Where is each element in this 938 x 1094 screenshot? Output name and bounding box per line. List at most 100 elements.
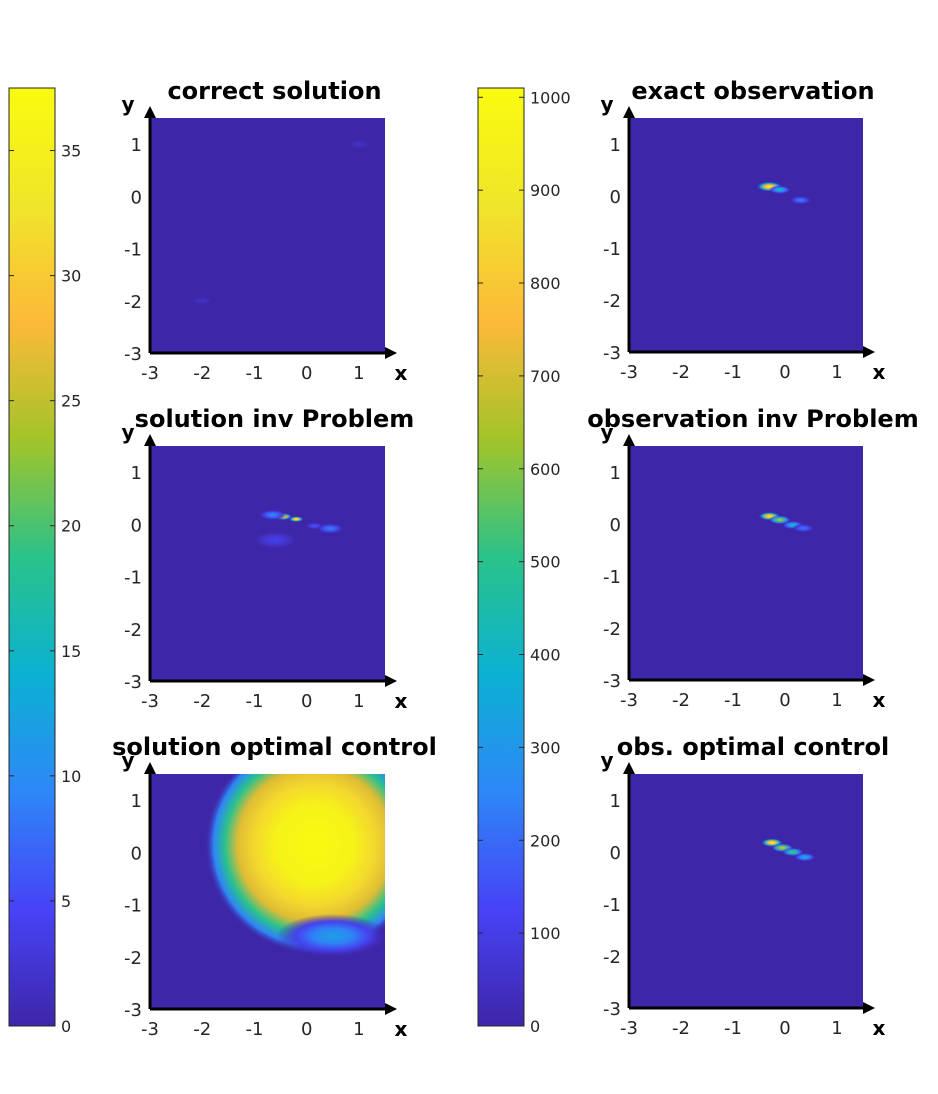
x-tick-label: -3 [620,690,638,711]
y-tick-label: 1 [131,791,142,812]
panel-title: obs. optimal control [617,733,889,761]
colorbar-tick-label: 5 [61,892,71,911]
x-tick-label: -2 [193,363,211,384]
x-tick-label: -2 [193,691,211,712]
panel-title: solution inv Problem [135,405,415,433]
y-axis-label: y [121,420,134,444]
heatmap-blob [258,509,287,521]
panel-title: correct solution [167,77,381,105]
x-axis-label: x [873,1016,886,1040]
x-tick-label: 0 [301,363,312,384]
y-tick-label: 1 [610,463,621,484]
heatmap-blob [789,195,812,205]
y-axis-arrow [144,106,156,118]
x-tick-label: 1 [353,363,364,384]
x-tick-label: 0 [779,690,790,711]
colorbar-tick-label: 0 [530,1017,540,1036]
y-axis-label: y [121,748,134,772]
colorbar-tick-label: 10 [61,767,81,786]
heatmap-blob [251,530,299,550]
x-tick-label: 1 [831,1018,842,1039]
y-axis-arrow [623,434,635,446]
x-tick-label: -1 [245,363,263,384]
x-tick-label: -3 [141,1019,159,1040]
heatmap-background [629,774,863,1008]
colorbar-tick-label: 400 [530,646,561,665]
x-axis-arrow [863,346,875,358]
x-axis-arrow [385,675,397,687]
x-axis-label: x [873,360,886,384]
x-tick-label: -2 [672,362,690,383]
y-tick-label: 0 [131,843,142,864]
colorbar-1: 0 5 10 15 20 25 30 35 [8,87,81,1036]
x-tick-label: 1 [831,362,842,383]
y-tick-label: 1 [131,463,142,484]
colorbar-tick-label: 800 [530,274,561,293]
x-tick-label: -2 [672,1018,690,1039]
colorbar-tick-label: 0 [61,1017,71,1036]
heatmap-blob [276,913,385,958]
heatmap-blob [768,185,792,195]
y-tick-label: 0 [610,187,621,208]
y-axis-arrow [623,762,635,774]
y-axis-arrow [144,762,156,774]
panel-title: solution optimal control [112,733,437,761]
y-tick-label: -2 [124,948,142,969]
y-tick-label: -2 [603,619,621,640]
y-tick-label: -1 [124,568,142,589]
heatmap-blob [793,852,816,862]
y-tick-label: -1 [603,895,621,916]
x-tick-label: -2 [193,1019,211,1040]
panel-title: observation inv Problem [587,405,918,433]
y-axis-arrow [144,434,156,446]
colorbar-tick-label: 20 [61,517,81,536]
heatmap-background [629,446,863,680]
colorbar-tick-label: 35 [61,142,81,161]
x-tick-label: 0 [301,1019,312,1040]
y-tick-label: -3 [603,671,621,692]
y-axis-label: y [121,92,134,116]
x-tick-label: 1 [831,690,842,711]
x-tick-label: -1 [724,362,742,383]
x-axis-label: x [395,1017,408,1041]
colorbar-gradient [477,87,525,1027]
heatmap-panel-3: -3 -2 -1 0 1 -3 -2 -1 0 1 x y solution inv Problem [121,405,414,713]
heatmap-blob [190,296,214,306]
colorbar-tick-label: 1000 [530,88,571,107]
y-tick-label: -1 [603,239,621,260]
y-tick-label: 0 [131,187,142,208]
y-tick-label: -3 [124,672,142,693]
colorbar-tick-label: 900 [530,181,561,200]
colorbar-tick-label: 25 [61,392,81,411]
y-tick-label: -2 [603,947,621,968]
y-tick-label: 0 [610,843,621,864]
x-axis-arrow [385,347,397,359]
heatmap-background [629,118,863,352]
x-tick-label: -3 [141,691,159,712]
heatmap-panel-2: -3 -2 -1 0 1 -3 -2 -1 0 1 x y exact observation [600,77,885,384]
y-tick-label: -3 [124,1000,142,1021]
x-tick-label: -1 [245,691,263,712]
y-tick-label: -3 [124,344,142,365]
x-axis-label: x [395,689,408,713]
colorbar-tick-label: 200 [530,831,561,850]
y-tick-label: 0 [131,515,142,536]
x-tick-label: 1 [353,1019,364,1040]
y-tick-label: -1 [124,240,142,261]
y-axis-label: y [600,748,613,772]
colorbar-tick-label: 300 [530,738,561,757]
colorbar-tick-label: 700 [530,367,561,386]
x-tick-label: 0 [301,691,312,712]
heatmap-blob [347,139,371,149]
x-tick-label: -1 [724,1018,742,1039]
colorbar-2: 0 100 200 300 400 500 600 700 800 900 1000 [477,87,571,1036]
y-tick-label: 1 [610,135,621,156]
y-tick-label: 0 [610,515,621,536]
y-tick-label: -1 [124,896,142,917]
colorbar-tick-label: 30 [61,267,81,286]
heatmap-panel-6: -3 -2 -1 0 1 -3 -2 -1 0 1 x y obs. optimal control [600,733,889,1040]
x-tick-label: -3 [141,363,159,384]
heatmap-blob [204,774,385,955]
